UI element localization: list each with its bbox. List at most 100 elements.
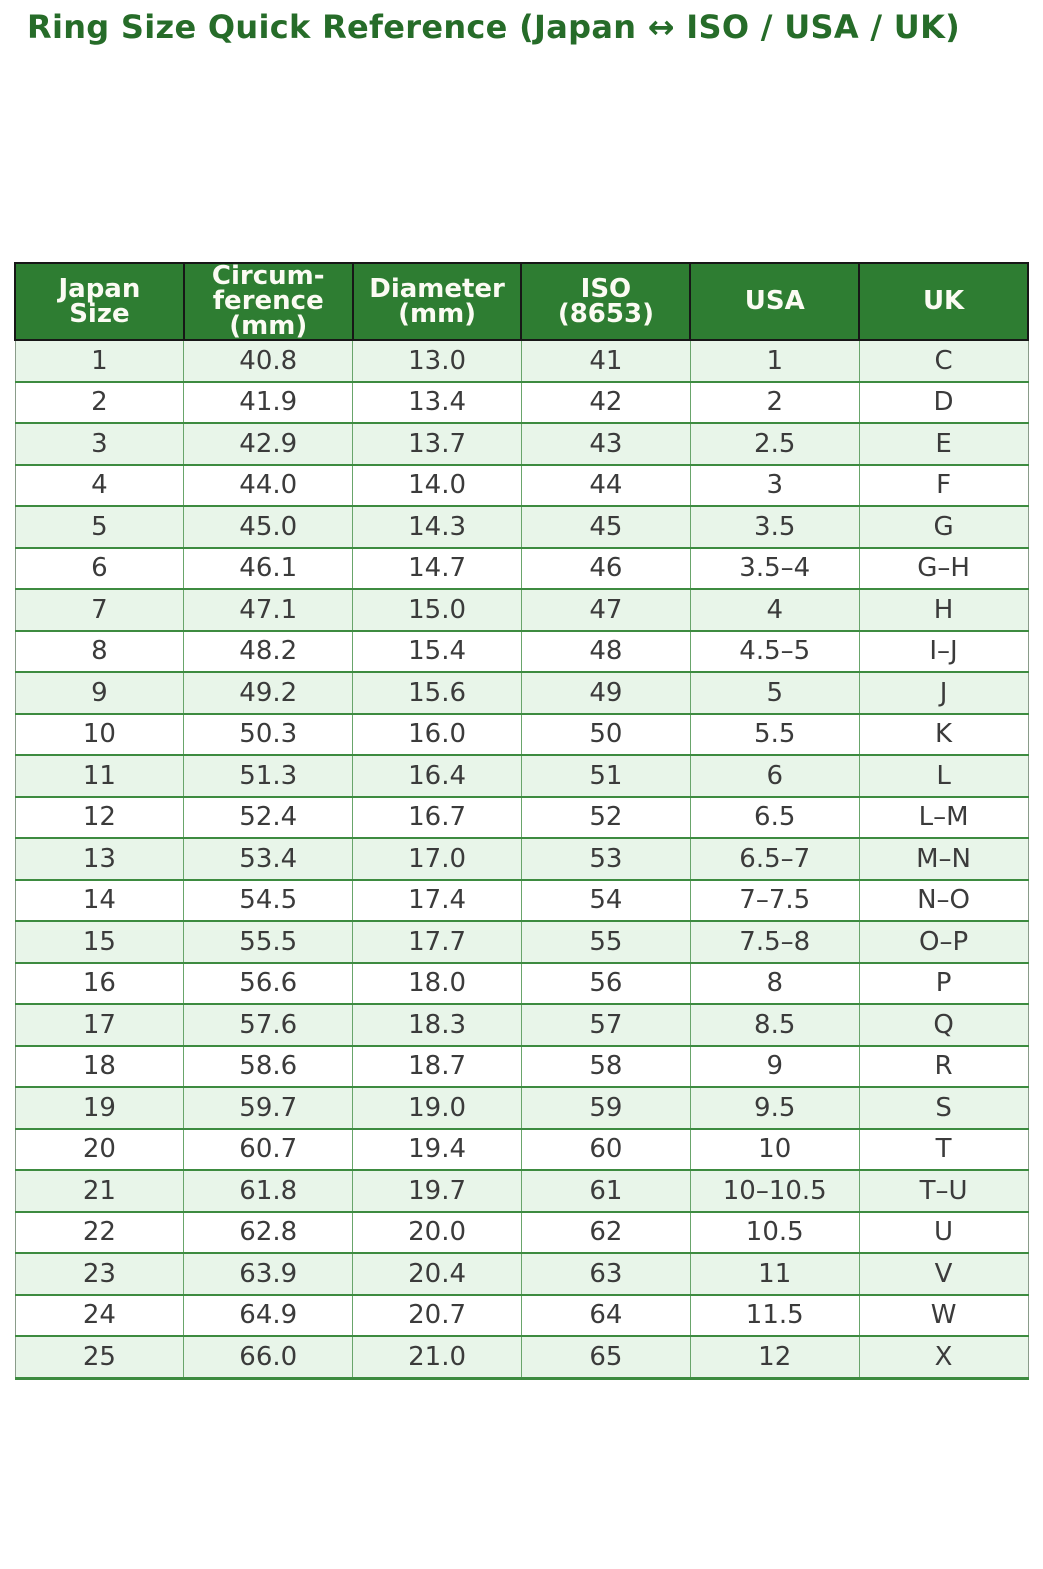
table-cell: O–P — [858, 920, 1029, 964]
table-cell: 54 — [520, 878, 691, 922]
table-cell: 6 — [689, 754, 860, 798]
table-cell: 57 — [520, 1003, 691, 1047]
table-cell: 8.5 — [689, 1003, 860, 1047]
table-cell: 7 — [14, 588, 185, 632]
table-cell: 14.0 — [352, 463, 522, 507]
column-header: USA — [689, 262, 861, 341]
table-cell: 3.5–4 — [689, 546, 860, 590]
table-cell: 44.0 — [183, 463, 354, 507]
table-row: 22 62.8 20.0 62 10.5 U — [14, 1210, 1029, 1254]
table-cell: 60 — [520, 1127, 691, 1171]
table-cell: 53.4 — [183, 837, 354, 881]
table-row: 13 53.4 17.0 53 6.5–7 M–N — [14, 837, 1029, 881]
table-cell: 1 — [689, 339, 860, 383]
table-cell: 6.5 — [689, 795, 860, 839]
table-cell: 22 — [14, 1210, 185, 1254]
table-cell: C — [858, 339, 1029, 383]
table-cell: 66.0 — [183, 1335, 354, 1380]
table-cell: E — [858, 422, 1029, 466]
table-cell: 14.7 — [352, 546, 522, 590]
table-cell: 16.4 — [352, 754, 522, 798]
table-cell: 8 — [14, 629, 185, 673]
table-cell: 13 — [14, 837, 185, 881]
table-cell: 40.8 — [183, 339, 354, 383]
table-cell: 21.0 — [352, 1335, 522, 1380]
table-cell: 58 — [520, 1044, 691, 1088]
table-cell: L–M — [858, 795, 1029, 839]
table-cell: 3 — [689, 463, 860, 507]
table-cell: 62 — [520, 1210, 691, 1254]
table-cell: 10–10.5 — [689, 1169, 860, 1213]
table-row: 21 61.8 19.7 61 10–10.5 T–U — [14, 1169, 1029, 1213]
table-cell: 14 — [14, 878, 185, 922]
column-header: Japan Size — [14, 262, 185, 341]
table-cell: 18.0 — [352, 961, 522, 1005]
table-cell: L — [858, 754, 1029, 798]
table-cell: 16 — [14, 961, 185, 1005]
table-cell: 7–7.5 — [689, 878, 860, 922]
table-cell: 20.0 — [352, 1210, 522, 1254]
ring-size-table: Japan Size Circum- ference (mm) Diameter (… — [14, 262, 1029, 1380]
table-cell: 9 — [689, 1044, 860, 1088]
table-cell: 55 — [520, 920, 691, 964]
table-cell: 49 — [520, 671, 691, 715]
page-title: Ring Size Quick Reference (Japan ↔ ISO /… — [27, 8, 961, 46]
table-cell: 23 — [14, 1252, 185, 1296]
table-cell: 61 — [520, 1169, 691, 1213]
table-cell: 62.8 — [183, 1210, 354, 1254]
table-cell: 47 — [520, 588, 691, 632]
table-cell: T — [858, 1127, 1029, 1171]
table-cell: U — [858, 1210, 1029, 1254]
table-cell: 24 — [14, 1293, 185, 1337]
table-cell: 51 — [520, 754, 691, 798]
table-head: Japan Size Circum- ference (mm) Diameter (… — [14, 262, 1029, 341]
table-cell: 10 — [14, 712, 185, 756]
table-cell: 57.6 — [183, 1003, 354, 1047]
column-header: Circum- ference (mm) — [182, 262, 354, 341]
table-cell: 3.5 — [689, 505, 860, 549]
table-row: 11 51.3 16.4 51 6 L — [14, 754, 1029, 798]
table-row: 7 47.1 15.0 47 4 H — [14, 588, 1029, 632]
table-cell: 64.9 — [183, 1293, 354, 1337]
table-cell: W — [858, 1293, 1029, 1337]
table-cell: 9.5 — [689, 1086, 860, 1130]
table-cell: N–O — [858, 878, 1029, 922]
table-cell: 21 — [14, 1169, 185, 1213]
table-cell: 20.7 — [352, 1293, 522, 1337]
table-cell: 11.5 — [689, 1293, 860, 1337]
table-row: 1 40.8 13.0 41 1 C — [14, 339, 1029, 383]
table-cell: 44 — [520, 463, 691, 507]
column-header: Diameter (mm) — [351, 262, 523, 341]
table-cell: 56.6 — [183, 961, 354, 1005]
table-cell: 16.0 — [352, 712, 522, 756]
table-cell: 13.7 — [352, 422, 522, 466]
table-cell: 17.0 — [352, 837, 522, 881]
table-cell: D — [858, 380, 1029, 424]
table-cell: 19.0 — [352, 1086, 522, 1130]
table-cell: Q — [858, 1003, 1029, 1047]
table-row: 20 60.7 19.4 60 10 T — [14, 1127, 1029, 1171]
table-cell: 9 — [14, 671, 185, 715]
table-cell: 59.7 — [183, 1086, 354, 1130]
table-cell: F — [858, 463, 1029, 507]
table-cell: 25 — [14, 1335, 185, 1380]
table-cell: 65 — [520, 1335, 691, 1380]
table-cell: 17.4 — [352, 878, 522, 922]
table-cell: 15.6 — [352, 671, 522, 715]
table-cell: 50 — [520, 712, 691, 756]
table-row: 10 50.3 16.0 50 5.5 K — [14, 712, 1029, 756]
table-cell: 18.7 — [352, 1044, 522, 1088]
table-cell: 52.4 — [183, 795, 354, 839]
table-cell: 49.2 — [183, 671, 354, 715]
table-cell: 19 — [14, 1086, 185, 1130]
table-row: 4 44.0 14.0 44 3 F — [14, 463, 1029, 507]
table-row: 14 54.5 17.4 54 7–7.5 N–O — [14, 878, 1029, 922]
table-cell: 20.4 — [352, 1252, 522, 1296]
table-cell: 15 — [14, 920, 185, 964]
table-cell: 48.2 — [183, 629, 354, 673]
table-cell: S — [858, 1086, 1029, 1130]
table-row: 3 42.9 13.7 43 2.5 E — [14, 422, 1029, 466]
table-row: 25 66.0 21.0 65 12 X — [14, 1335, 1029, 1380]
table-row: 16 56.6 18.0 56 8 P — [14, 961, 1029, 1005]
table-cell: X — [858, 1335, 1029, 1380]
